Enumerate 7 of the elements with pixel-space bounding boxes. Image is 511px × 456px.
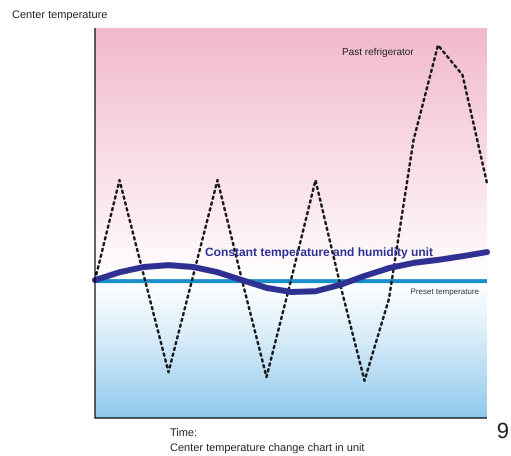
- ref-line-label: Preset temperature: [410, 287, 480, 296]
- text: Past refrigerator: [342, 47, 414, 58]
- series-label: Constant temperature and humidity unit: [205, 245, 434, 259]
- text: Center temperature change chart in unit: [170, 442, 364, 454]
- text: 9: [496, 418, 509, 443]
- y-axis-title: Center temperature: [12, 9, 108, 21]
- x-axis-title: Time:: [170, 427, 198, 439]
